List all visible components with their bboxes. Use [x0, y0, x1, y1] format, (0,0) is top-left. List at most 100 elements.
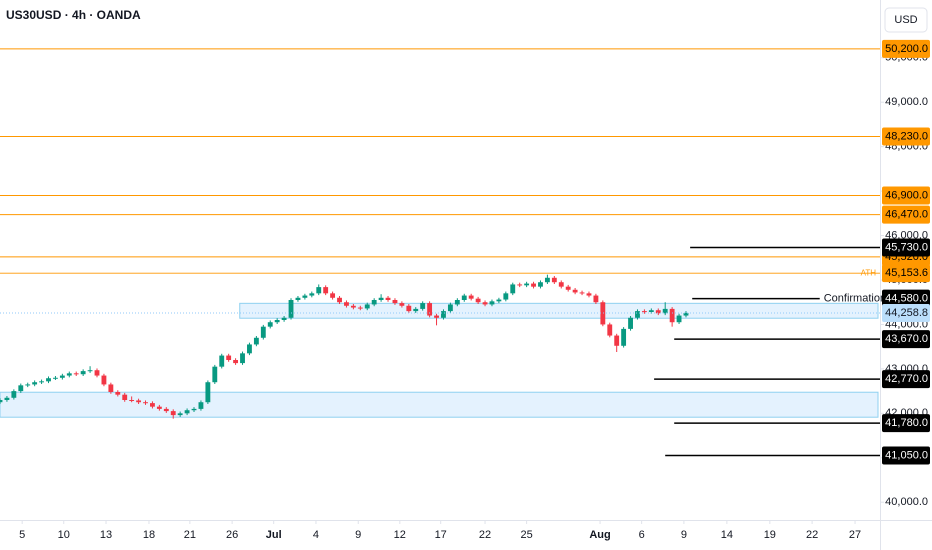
candle-body — [489, 301, 495, 305]
zone — [0, 391, 879, 418]
line-label: 42,770.0 — [885, 373, 928, 385]
candle-body — [122, 394, 128, 400]
candle-body — [531, 283, 536, 287]
candle-body — [330, 293, 336, 298]
candle-body — [538, 282, 543, 287]
x-tick-label: 27 — [849, 529, 861, 541]
x-tick-label: 5 — [19, 529, 25, 541]
x-tick-label: 19 — [764, 529, 776, 541]
level-label-box — [882, 186, 930, 205]
x-tick-label: 22 — [806, 529, 818, 541]
currency: USD — [894, 14, 917, 26]
candle-body — [385, 297, 391, 300]
candle-body — [150, 403, 155, 407]
level-label: 46,470.0 — [885, 209, 928, 221]
level-text: ATH — [861, 268, 877, 277]
level-label-box — [882, 39, 930, 58]
level-label-box — [882, 264, 930, 283]
candle-body — [0, 400, 3, 403]
x-tick-label: Jul — [266, 529, 282, 541]
candle-body — [337, 297, 342, 303]
candle-body — [468, 295, 474, 299]
candle-body — [406, 305, 412, 312]
x-tick-label: 9 — [355, 529, 361, 541]
x-tick-label: 12 — [394, 529, 406, 541]
candle-body — [648, 310, 654, 312]
candle-body — [11, 391, 17, 398]
candle-body — [364, 304, 370, 309]
candle-body — [496, 299, 502, 302]
candle-body — [170, 411, 176, 416]
candle-body — [233, 360, 239, 364]
candle-body — [641, 311, 647, 313]
candle-body — [655, 310, 661, 314]
y-tick-label: 46,000.0 — [885, 229, 928, 241]
x-tick-label: 17 — [435, 529, 447, 541]
candle-body — [184, 410, 190, 414]
candle-body — [267, 322, 273, 327]
candle-body — [399, 303, 405, 306]
line-text: Confirmation — [824, 293, 886, 305]
candle-body — [163, 408, 169, 412]
candle-body — [378, 297, 384, 300]
line-label-box — [882, 446, 930, 465]
candle-body — [565, 286, 571, 290]
candle-body — [441, 311, 446, 318]
level-label: 48,230.0 — [885, 130, 928, 142]
candle-body — [558, 282, 564, 287]
last-price-label-box — [882, 303, 930, 322]
candle-body — [676, 315, 682, 323]
candle-body — [593, 295, 599, 303]
candle-body — [156, 406, 162, 409]
line-label-box — [882, 370, 930, 389]
line-label: 41,050.0 — [885, 449, 928, 461]
candle-body — [683, 312, 689, 316]
candle-body — [295, 297, 301, 300]
candle-body — [572, 289, 578, 293]
candle-body — [115, 392, 121, 395]
candle-body — [551, 277, 557, 283]
candle-body — [309, 293, 315, 296]
candle-body — [392, 300, 398, 304]
candle-body — [607, 324, 613, 336]
candle-body — [350, 305, 356, 308]
candle-body — [73, 373, 79, 375]
line-label-box — [882, 414, 930, 433]
candle-body — [302, 295, 308, 298]
candle-body — [510, 284, 516, 294]
line-label: 45,730.0 — [885, 241, 928, 253]
candle-body — [59, 375, 65, 378]
candle-body — [87, 370, 93, 372]
candle-body — [517, 284, 523, 286]
x-tick-label: 13 — [100, 529, 112, 541]
candle-body — [253, 337, 259, 345]
candle-body — [344, 302, 349, 306]
candle-body — [461, 295, 467, 300]
candle-body — [39, 381, 44, 383]
x-tick-label: 10 — [58, 529, 70, 541]
candle-body — [427, 303, 433, 316]
candle-body — [80, 371, 86, 375]
candle-body — [503, 293, 509, 300]
level-label: 45,153.6 — [885, 267, 928, 279]
line-label-box — [882, 238, 930, 257]
candle-body — [662, 308, 668, 314]
x-tick-label: 4 — [313, 529, 319, 541]
candle-body — [260, 326, 266, 338]
candle-body — [635, 311, 640, 318]
candle-body — [323, 287, 329, 294]
candle-body — [66, 373, 72, 376]
candle-body — [53, 377, 58, 379]
candle-body — [628, 317, 633, 329]
currency-box[interactable] — [884, 7, 928, 33]
level-label: 46,900.0 — [885, 189, 928, 201]
x-tick-label: 9 — [681, 529, 687, 541]
y-tick-label: 40,000.0 — [885, 496, 928, 508]
candle-body — [281, 317, 287, 320]
x-tick-label: 25 — [520, 529, 532, 541]
line-label: 44,580.0 — [885, 293, 928, 305]
candle-body — [614, 335, 620, 346]
candle-body — [247, 344, 252, 354]
